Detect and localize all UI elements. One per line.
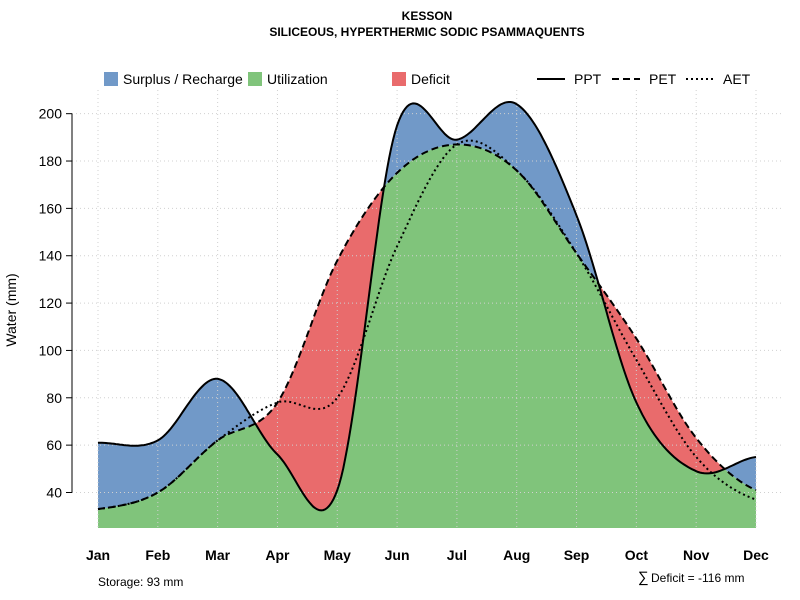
sum-symbol: ∑ [638,569,649,586]
x-tick-label-may: May [324,547,351,563]
y-tick-label: 80 [46,390,62,406]
y-tick-label: 140 [39,248,63,264]
y-tick-label: 160 [39,200,63,216]
x-tick-label-feb: Feb [145,547,170,563]
x-tick-label-jan: Jan [86,547,110,563]
plot-area: 40 60 80 100 120 140 160 180 200 Jan Feb Mar Apr May J… [39,90,784,563]
x-tick-label-aug: Aug [503,547,530,563]
x-tick-label-jun: Jun [385,547,410,563]
y-tick-label: 60 [46,437,62,453]
ppt-line [98,101,757,512]
utilization-area [98,144,756,528]
x-tick-label-dec: Dec [743,547,769,563]
y-tick-label: 100 [39,342,63,358]
x-tick-label-nov: Nov [683,547,710,563]
x-tick-label-mar: Mar [205,547,230,563]
legend-label-utilization: Utilization [267,71,328,87]
storage-note: Storage: 93 mm [98,575,183,589]
y-tick-label: 120 [39,295,63,311]
legend-swatch-surplus [104,72,118,86]
x-tick-label-sep: Sep [564,547,590,563]
legend-swatch-deficit [392,72,406,86]
surplus-area [98,102,756,510]
chart-subtitle: SILICEOUS, HYPERTHERMIC SODIC PSAMMAQUEN… [269,25,584,39]
deficit-area [98,144,756,511]
legend-label-aet: AET [723,71,751,87]
x-tick-label-apr: Apr [265,547,290,563]
pet-line [97,143,757,511]
x-tick-label-oct: Oct [625,547,649,563]
legend-swatch-utilization [248,72,262,86]
legend: Surplus / Recharge Utilization Deficit P… [104,71,751,87]
y-tick-label: 200 [39,106,63,122]
y-tick-label: 180 [39,153,63,169]
deficit-note: Deficit = -116 mm [651,571,744,585]
y-tick-label: 40 [46,484,62,500]
legend-label-surplus: Surplus / Recharge [123,71,243,87]
x-tick-label-jul: Jul [447,547,467,563]
legend-label-pet: PET [649,71,677,87]
y-axis-label: Water (mm) [3,273,19,346]
legend-label-ppt: PPT [574,71,602,87]
aet-line [97,139,757,511]
legend-label-deficit: Deficit [411,71,450,87]
chart-title: KESSON [402,9,453,23]
